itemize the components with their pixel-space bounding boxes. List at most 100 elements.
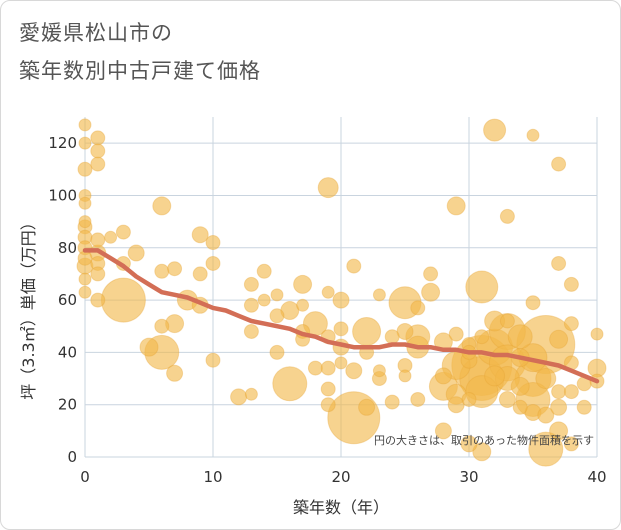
y-tick-label: 40 [58,343,77,361]
data-bubble [410,300,426,316]
data-bubble [448,326,464,342]
data-bubble [257,293,271,307]
data-bubble [78,118,92,132]
data-bubble [115,224,131,240]
data-bubble [549,329,569,349]
data-bubble [320,381,336,397]
x-tick-label: 30 [459,468,478,486]
data-bubble [139,337,159,357]
data-bubble [78,196,92,210]
data-bubble [77,250,93,266]
data-bubble [499,208,515,224]
data-bubble [396,322,414,340]
data-bubble [269,344,285,360]
data-bubble [320,397,336,413]
data-bubble [434,367,452,385]
data-bubble [423,266,439,282]
data-bubble [152,196,172,216]
data-bubble [512,399,528,415]
data-bubble [90,292,106,308]
data-bubble [154,263,170,279]
data-bubble [499,313,515,329]
x-tick-label: 20 [331,468,350,486]
data-bubble [372,288,386,302]
data-bubble [104,230,118,244]
data-bubble [434,422,452,440]
chart-title-line2: 築年数別中古戸建て価格 [19,59,261,83]
data-bubble [549,421,569,441]
data-bubble [90,232,106,248]
trend-line [82,248,600,384]
chart-title-line1: 愛媛県松山市の [19,21,173,45]
x-tick-label: 0 [80,468,90,486]
data-bubble [78,136,92,150]
data-bubble [78,272,92,286]
data-bubble [384,394,400,410]
x-axis-title: 築年数（年） [293,498,389,517]
data-bubble [166,364,184,382]
data-bubble [167,261,183,277]
data-bubble [243,297,259,313]
y-tick-label: 100 [48,186,77,204]
data-bubble [528,431,564,467]
data-bubble [484,365,506,387]
data-bubble [127,244,145,262]
data-bubble [205,255,221,271]
data-bubble [461,391,477,407]
data-bubble [296,298,310,312]
data-bubble [551,255,567,271]
data-bubble [90,266,106,282]
data-bubble [317,177,339,199]
y-axis-ticks: 0 20 40 60 80 100 120 [48,134,77,466]
data-bubble [372,364,386,378]
data-bubble [244,387,258,401]
data-bubble [154,318,170,334]
data-bubble [205,235,221,251]
data-bubble [191,226,209,244]
data-bubble [100,277,146,323]
y-tick-label: 20 [58,396,77,414]
data-bubble [90,130,106,146]
data-bubble [563,436,579,452]
data-bubble [230,388,248,406]
data-bubble [384,329,400,345]
x-tick-label: 40 [587,468,606,486]
x-axis-ticks: 0 10 20 30 40 [80,468,606,486]
data-bubble [358,398,376,416]
data-bubble [465,270,499,304]
data-bubble [446,196,466,216]
data-bubble [460,435,478,453]
data-bubble [563,384,579,400]
data-bubble [334,356,348,370]
data-bubble [537,406,555,424]
data-bubble [590,327,604,341]
data-bubble [550,398,568,416]
data-bubble [525,295,541,311]
data-bubble [272,366,308,402]
y-axis-title: 坪（3.3㎡）単価（万円） [19,214,38,399]
data-bubble [507,324,533,350]
data-bubble [510,376,530,396]
bubble-size-note: 円の大きさは、取引のあった物件面積を示す [374,433,594,447]
data-bubble [77,161,93,177]
y-tick-label: 80 [58,239,77,257]
data-bubble [321,285,335,299]
data-bubble [551,156,567,172]
data-bubble [90,156,106,172]
data-bubble [398,369,412,383]
data-bubble [472,442,492,462]
data-bubble [78,215,92,229]
data-bubble [192,266,208,282]
data-bubble [270,288,284,302]
data-bubble [447,396,465,414]
data-bubble [293,274,313,294]
data-bubble [526,128,540,142]
data-bubble [320,360,336,376]
data-bubble [498,390,516,408]
data-bubble [352,316,382,346]
data-bubble [345,362,363,380]
y-tick-label: 60 [58,291,77,309]
data-bubble [205,352,221,368]
